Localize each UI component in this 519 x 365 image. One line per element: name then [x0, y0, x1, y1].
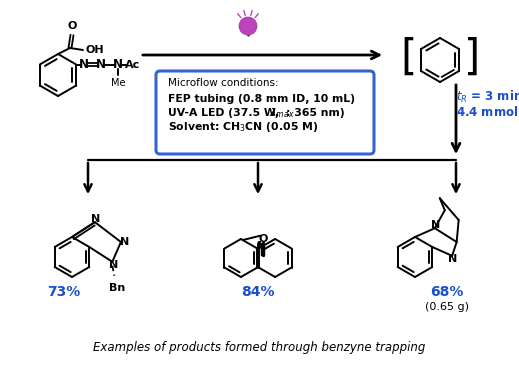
- Circle shape: [239, 17, 257, 35]
- Text: N: N: [120, 237, 130, 247]
- Text: OH: OH: [85, 45, 104, 55]
- Text: $\lambda_{max}$: $\lambda_{max}$: [269, 106, 295, 120]
- Text: Me: Me: [111, 78, 126, 88]
- Text: 73%: 73%: [47, 285, 80, 299]
- FancyBboxPatch shape: [156, 71, 374, 154]
- Text: Solvent: CH$_{3}$CN (0.05 M): Solvent: CH$_{3}$CN (0.05 M): [168, 120, 318, 134]
- Text: FEP tubing (0.8 mm ID, 10 mL): FEP tubing (0.8 mm ID, 10 mL): [168, 94, 355, 104]
- Text: N: N: [79, 58, 89, 71]
- Text: N: N: [91, 214, 101, 224]
- Text: N: N: [448, 254, 458, 264]
- Text: : 365 nm): : 365 nm): [286, 108, 345, 118]
- Text: N: N: [431, 220, 441, 230]
- Text: ]: ]: [464, 37, 480, 79]
- Text: (0.65 g): (0.65 g): [425, 302, 469, 312]
- Text: [: [: [401, 37, 417, 79]
- Text: UV-A LED (37.5 W,: UV-A LED (37.5 W,: [168, 108, 283, 118]
- Text: Bn: Bn: [109, 283, 126, 293]
- Text: 68%: 68%: [430, 285, 463, 299]
- Text: N: N: [96, 58, 106, 71]
- Text: O: O: [67, 21, 77, 31]
- Text: Ac: Ac: [125, 59, 140, 69]
- Text: O: O: [258, 234, 268, 244]
- Text: Examples of products formed through benzyne trapping: Examples of products formed through benz…: [93, 341, 425, 353]
- Text: 84%: 84%: [241, 285, 275, 299]
- Text: N: N: [113, 58, 123, 71]
- Text: N: N: [108, 260, 118, 270]
- Text: 4.4 mmol$\cdot$h$^{-1}$: 4.4 mmol$\cdot$h$^{-1}$: [456, 104, 519, 120]
- Text: $t_R$ = 3 min: $t_R$ = 3 min: [456, 89, 519, 105]
- Text: Microflow conditions:: Microflow conditions:: [168, 78, 279, 88]
